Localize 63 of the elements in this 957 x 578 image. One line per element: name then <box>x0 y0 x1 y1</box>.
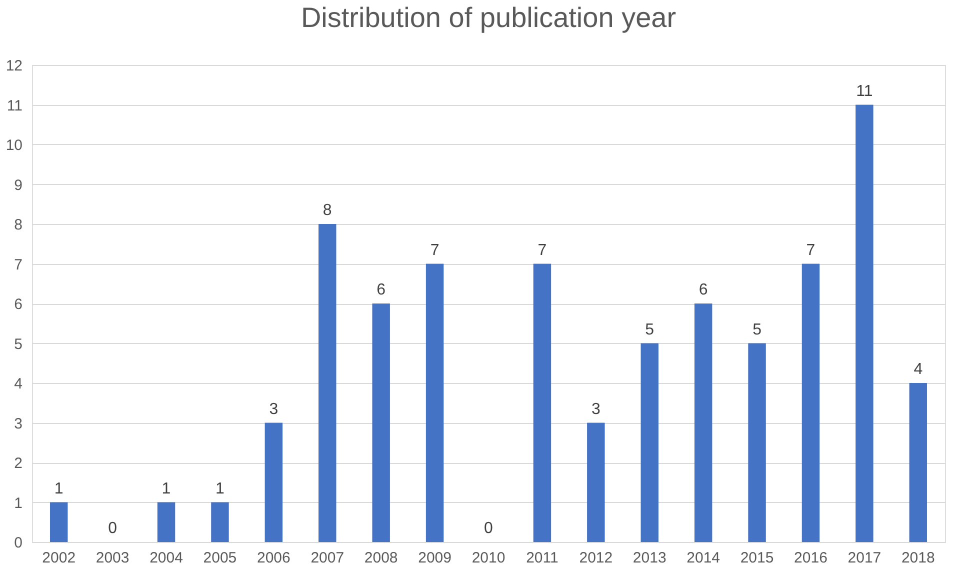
data-label: 3 <box>269 400 278 418</box>
x-tick-label: 2015 <box>740 550 774 566</box>
bar <box>318 224 336 542</box>
data-label: 6 <box>376 282 386 298</box>
data-label: 7 <box>430 242 440 259</box>
y-tick-label: 5 <box>14 336 22 353</box>
data-label: 8 <box>322 202 332 219</box>
x-tick-label: 2006 <box>256 550 290 566</box>
x-tick-label: 2017 <box>848 550 882 566</box>
bar <box>211 502 229 542</box>
data-label: 0 <box>108 520 118 537</box>
x-tick-label: 2008 <box>364 550 398 566</box>
x-tick-label: 2007 <box>310 550 344 566</box>
y-tick-label: 3 <box>14 415 22 432</box>
bar <box>909 383 928 542</box>
bar <box>748 343 766 542</box>
x-tick-label: 2018 <box>901 550 935 566</box>
y-tick-label: 0 <box>14 534 22 552</box>
bar <box>372 304 390 542</box>
y-tick-label: 9 <box>14 176 22 194</box>
x-tick-label: 2012 <box>579 550 613 566</box>
x-tick-label: 2016 <box>794 550 828 566</box>
bar <box>694 304 712 542</box>
data-label: 1 <box>162 480 171 498</box>
y-tick-label: 11 <box>6 97 22 114</box>
bar <box>856 104 874 542</box>
x-tick-label: 2009 <box>418 550 452 566</box>
bar <box>426 264 444 542</box>
bar <box>587 422 605 542</box>
data-label: 5 <box>752 321 762 338</box>
y-tick-label: 1 <box>14 494 22 512</box>
bar <box>264 422 283 542</box>
data-label: 1 <box>54 480 64 498</box>
x-tick-label: 2005 <box>203 550 237 566</box>
x-tick-label: 2014 <box>686 550 720 566</box>
x-tick-label: 2010 <box>472 550 506 566</box>
data-label: 11 <box>856 82 873 100</box>
y-tick-label: 12 <box>6 58 22 74</box>
y-tick-label: 4 <box>14 376 22 392</box>
data-label: 1 <box>216 480 225 498</box>
bar <box>640 343 658 542</box>
y-tick-label: 7 <box>14 256 22 274</box>
x-tick-label: 2011 <box>526 550 558 566</box>
data-label: 4 <box>914 361 923 378</box>
x-tick-label: 2003 <box>96 550 130 566</box>
y-tick-label: 6 <box>14 296 22 313</box>
bar <box>157 502 176 542</box>
data-label: 6 <box>698 282 708 298</box>
x-tick-label: 2002 <box>42 550 76 566</box>
y-tick-label: 10 <box>6 137 22 154</box>
chart-title: Distribution of publication year <box>300 2 676 33</box>
data-label: 3 <box>591 400 600 418</box>
bar <box>802 264 820 542</box>
y-tick-label: 8 <box>14 216 22 234</box>
x-tick-label: 2013 <box>632 550 666 566</box>
bar <box>50 502 68 542</box>
bar <box>533 264 552 542</box>
x-tick-label: 2004 <box>150 550 183 566</box>
y-tick-label: 2 <box>14 455 22 472</box>
data-label: 7 <box>538 242 547 259</box>
data-label: 7 <box>806 242 816 259</box>
data-label: 0 <box>484 520 494 537</box>
data-label: 5 <box>645 321 654 338</box>
